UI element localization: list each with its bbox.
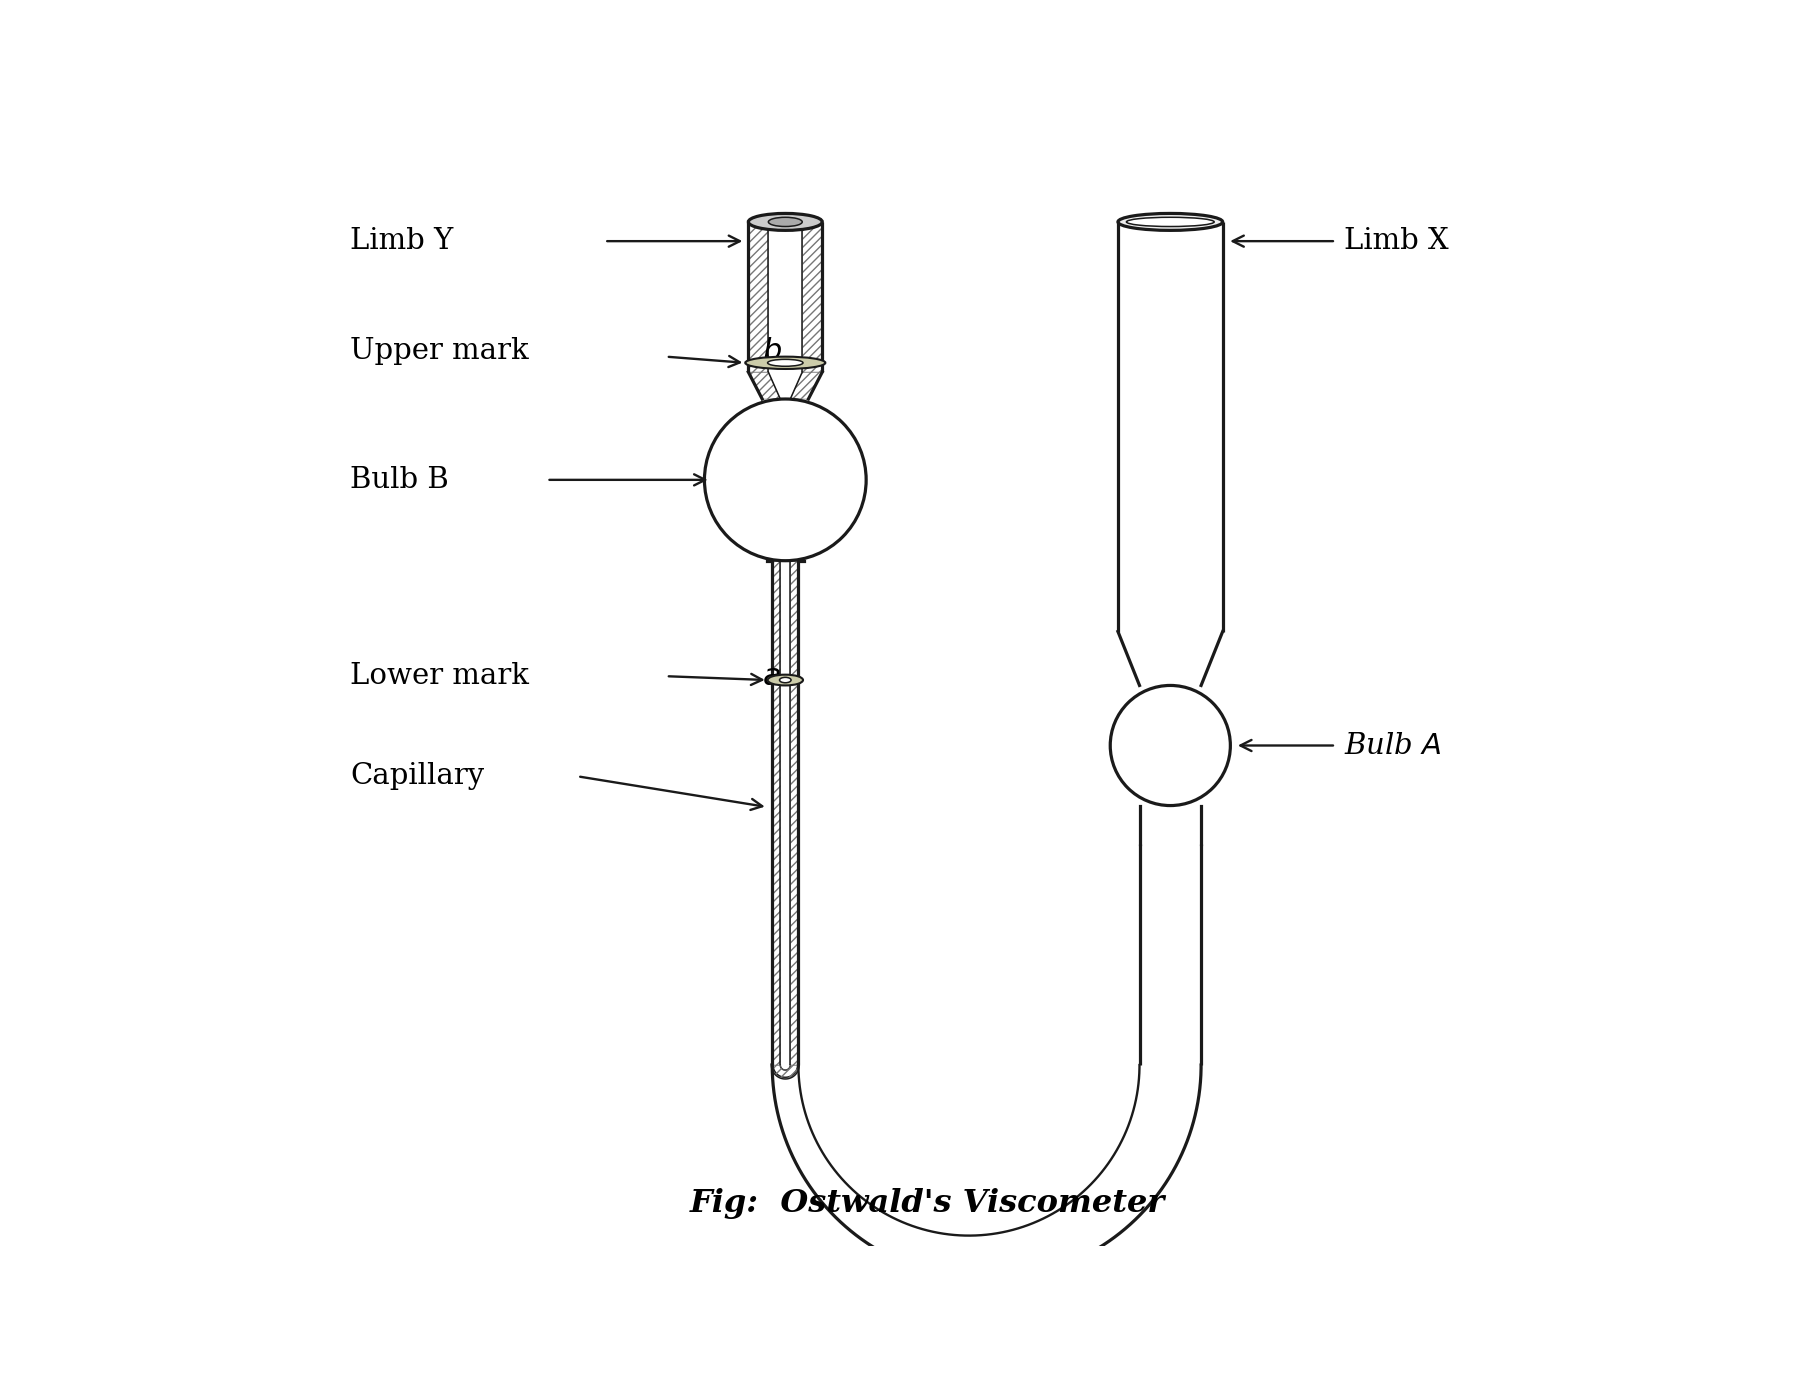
- Text: Limb X: Limb X: [1344, 227, 1449, 255]
- Text: Lower mark: Lower mark: [350, 662, 538, 690]
- Bar: [771, 561, 781, 1065]
- Ellipse shape: [768, 217, 802, 227]
- Ellipse shape: [746, 357, 826, 370]
- Bar: [748, 223, 768, 372]
- Circle shape: [704, 399, 866, 561]
- Text: $b$: $b$: [762, 336, 782, 367]
- Ellipse shape: [768, 360, 802, 367]
- Ellipse shape: [748, 213, 822, 231]
- Text: Limb Y: Limb Y: [350, 227, 453, 255]
- Text: Upper mark: Upper mark: [350, 337, 538, 365]
- Ellipse shape: [1126, 217, 1213, 227]
- Circle shape: [1110, 686, 1230, 805]
- Ellipse shape: [779, 678, 791, 683]
- Text: Capillary: Capillary: [350, 762, 484, 790]
- Bar: [802, 223, 822, 372]
- Text: $a$: $a$: [762, 661, 781, 692]
- Bar: [790, 561, 799, 1065]
- Ellipse shape: [768, 675, 802, 686]
- Text: Bulb $A$: Bulb $A$: [1344, 731, 1442, 759]
- Text: Bulb B: Bulb B: [350, 466, 449, 494]
- Ellipse shape: [1117, 213, 1222, 231]
- Text: Fig:  Ostwald's Viscometer: Fig: Ostwald's Viscometer: [690, 1189, 1164, 1219]
